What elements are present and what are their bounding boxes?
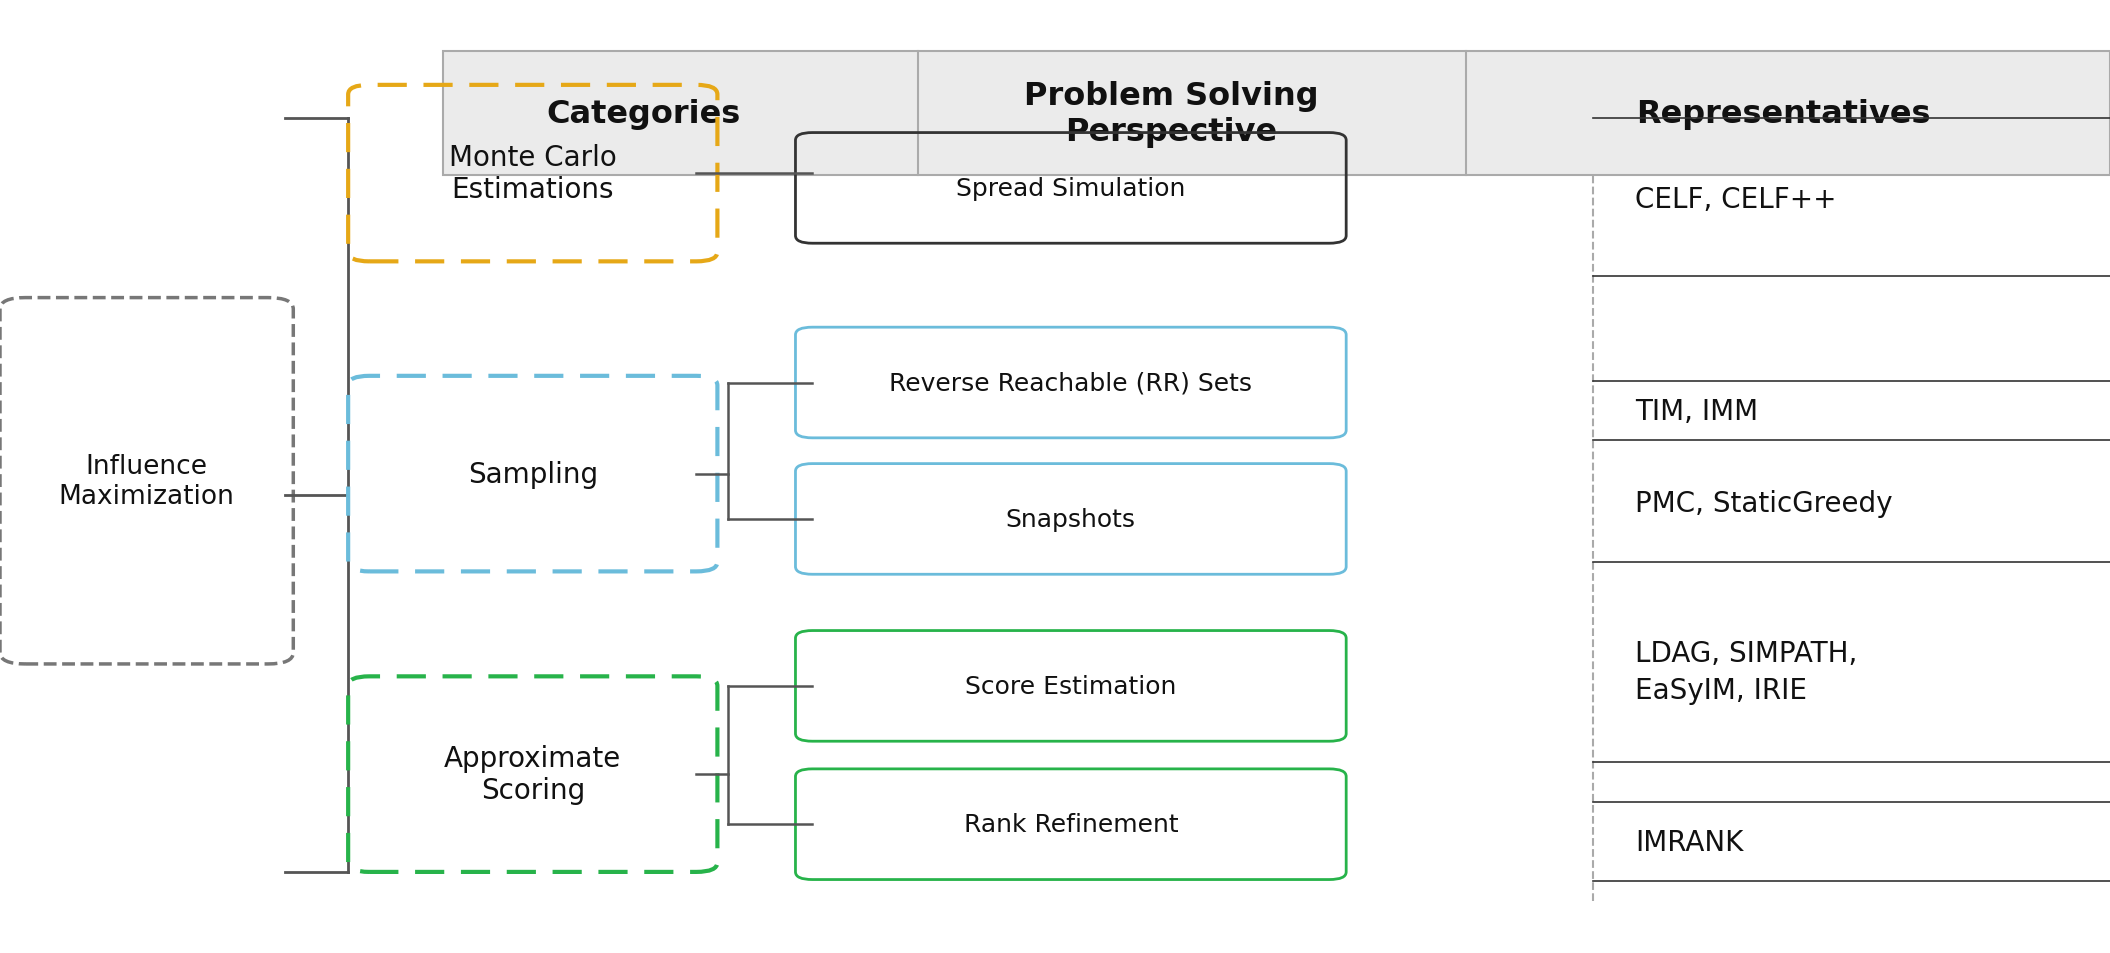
Text: Snapshots: Snapshots bbox=[1006, 507, 1135, 532]
Text: Problem Solving
Perspective: Problem Solving Perspective bbox=[1023, 81, 1319, 148]
Text: Influence
Maximization: Influence Maximization bbox=[59, 454, 234, 509]
Text: Reverse Reachable (RR) Sets: Reverse Reachable (RR) Sets bbox=[888, 371, 1253, 395]
Text: Sampling: Sampling bbox=[468, 460, 597, 488]
Text: PMC, StaticGreedy: PMC, StaticGreedy bbox=[1635, 489, 1893, 517]
Text: Representatives: Representatives bbox=[1635, 99, 1931, 130]
Text: IMRANK: IMRANK bbox=[1635, 828, 1743, 857]
Text: LDAG, SIMPATH,
EaSyIM, IRIE: LDAG, SIMPATH, EaSyIM, IRIE bbox=[1635, 639, 1857, 704]
FancyBboxPatch shape bbox=[443, 52, 2110, 176]
Text: Spread Simulation: Spread Simulation bbox=[956, 176, 1186, 201]
Text: CELF, CELF++: CELF, CELF++ bbox=[1635, 186, 1836, 214]
Text: Score Estimation: Score Estimation bbox=[964, 674, 1177, 699]
Text: TIM, IMM: TIM, IMM bbox=[1635, 397, 1758, 426]
Text: Categories: Categories bbox=[546, 99, 741, 130]
Text: Rank Refinement: Rank Refinement bbox=[964, 812, 1177, 837]
Text: Monte Carlo
Estimations: Monte Carlo Estimations bbox=[449, 144, 616, 204]
Text: Approximate
Scoring: Approximate Scoring bbox=[443, 744, 622, 804]
